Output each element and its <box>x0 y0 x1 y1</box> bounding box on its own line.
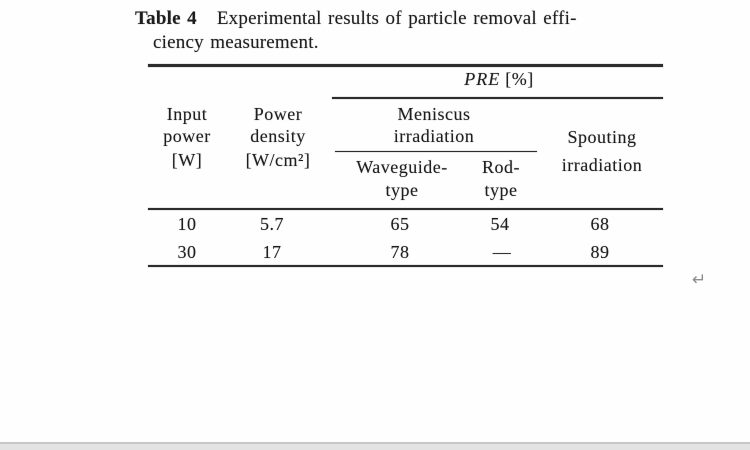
cell-row2-power-density: 17 <box>262 242 282 262</box>
table-caption-label: Table 4 <box>135 8 197 29</box>
cell-row2-input-power: 30 <box>177 242 197 262</box>
cell-row1-waveguide: 65 <box>390 214 410 234</box>
header-power-density-line1: Power <box>253 104 303 124</box>
table-caption-line2: ciency measurement. <box>153 32 319 53</box>
header-waveguide-line1: Waveguide- <box>356 157 448 177</box>
header-pre-unit: [%] <box>505 69 534 89</box>
cell-row1-spouting: 68 <box>590 214 610 234</box>
meniscus-header-rule <box>335 150 537 152</box>
header-waveguide-line2: type <box>385 180 419 200</box>
header-meniscus-line1: Meniscus <box>397 104 471 124</box>
cell-row1-power-density: 5.7 <box>260 214 284 234</box>
cell-row1-input-power: 10 <box>177 214 197 234</box>
pre-header-rule <box>332 97 663 99</box>
cell-row1-rod: 54 <box>490 214 510 234</box>
header-input-power-line1: Input <box>166 104 208 124</box>
cell-row2-rod-dash: — <box>492 242 512 262</box>
header-rod-line1: Rod- <box>482 157 520 177</box>
cell-row2-spouting: 89 <box>590 242 610 262</box>
header-input-power-line2: power <box>163 126 211 146</box>
header-meniscus-line2: irradiation <box>393 126 475 146</box>
table-caption-text: Experimental results of particle removal… <box>216 8 577 29</box>
window-bottom-edge <box>0 442 750 450</box>
header-power-density-line2: density <box>250 126 306 146</box>
header-spouting-line2: irradiation <box>561 155 643 175</box>
header-input-power-unit: [W] <box>171 150 203 170</box>
table-bottom-rule <box>148 265 663 267</box>
header-pre-percent: PRE [%] <box>464 69 533 89</box>
table-mid-rule <box>148 208 663 210</box>
table-top-rule <box>148 64 663 67</box>
cell-row2-waveguide: 78 <box>390 242 410 262</box>
carriage-return-mark-icon: ↵ <box>692 270 707 290</box>
header-power-density-unit: [W/cm²] <box>245 150 311 170</box>
header-spouting-line1: Spouting <box>567 127 637 147</box>
table-figure[interactable]: Table 4 Experimental results of particle … <box>0 0 750 310</box>
header-rod-line2: type <box>484 180 518 200</box>
header-pre-italic: PRE <box>464 69 501 89</box>
table-caption-line1: Table 4 Experimental results of particle … <box>135 8 577 29</box>
